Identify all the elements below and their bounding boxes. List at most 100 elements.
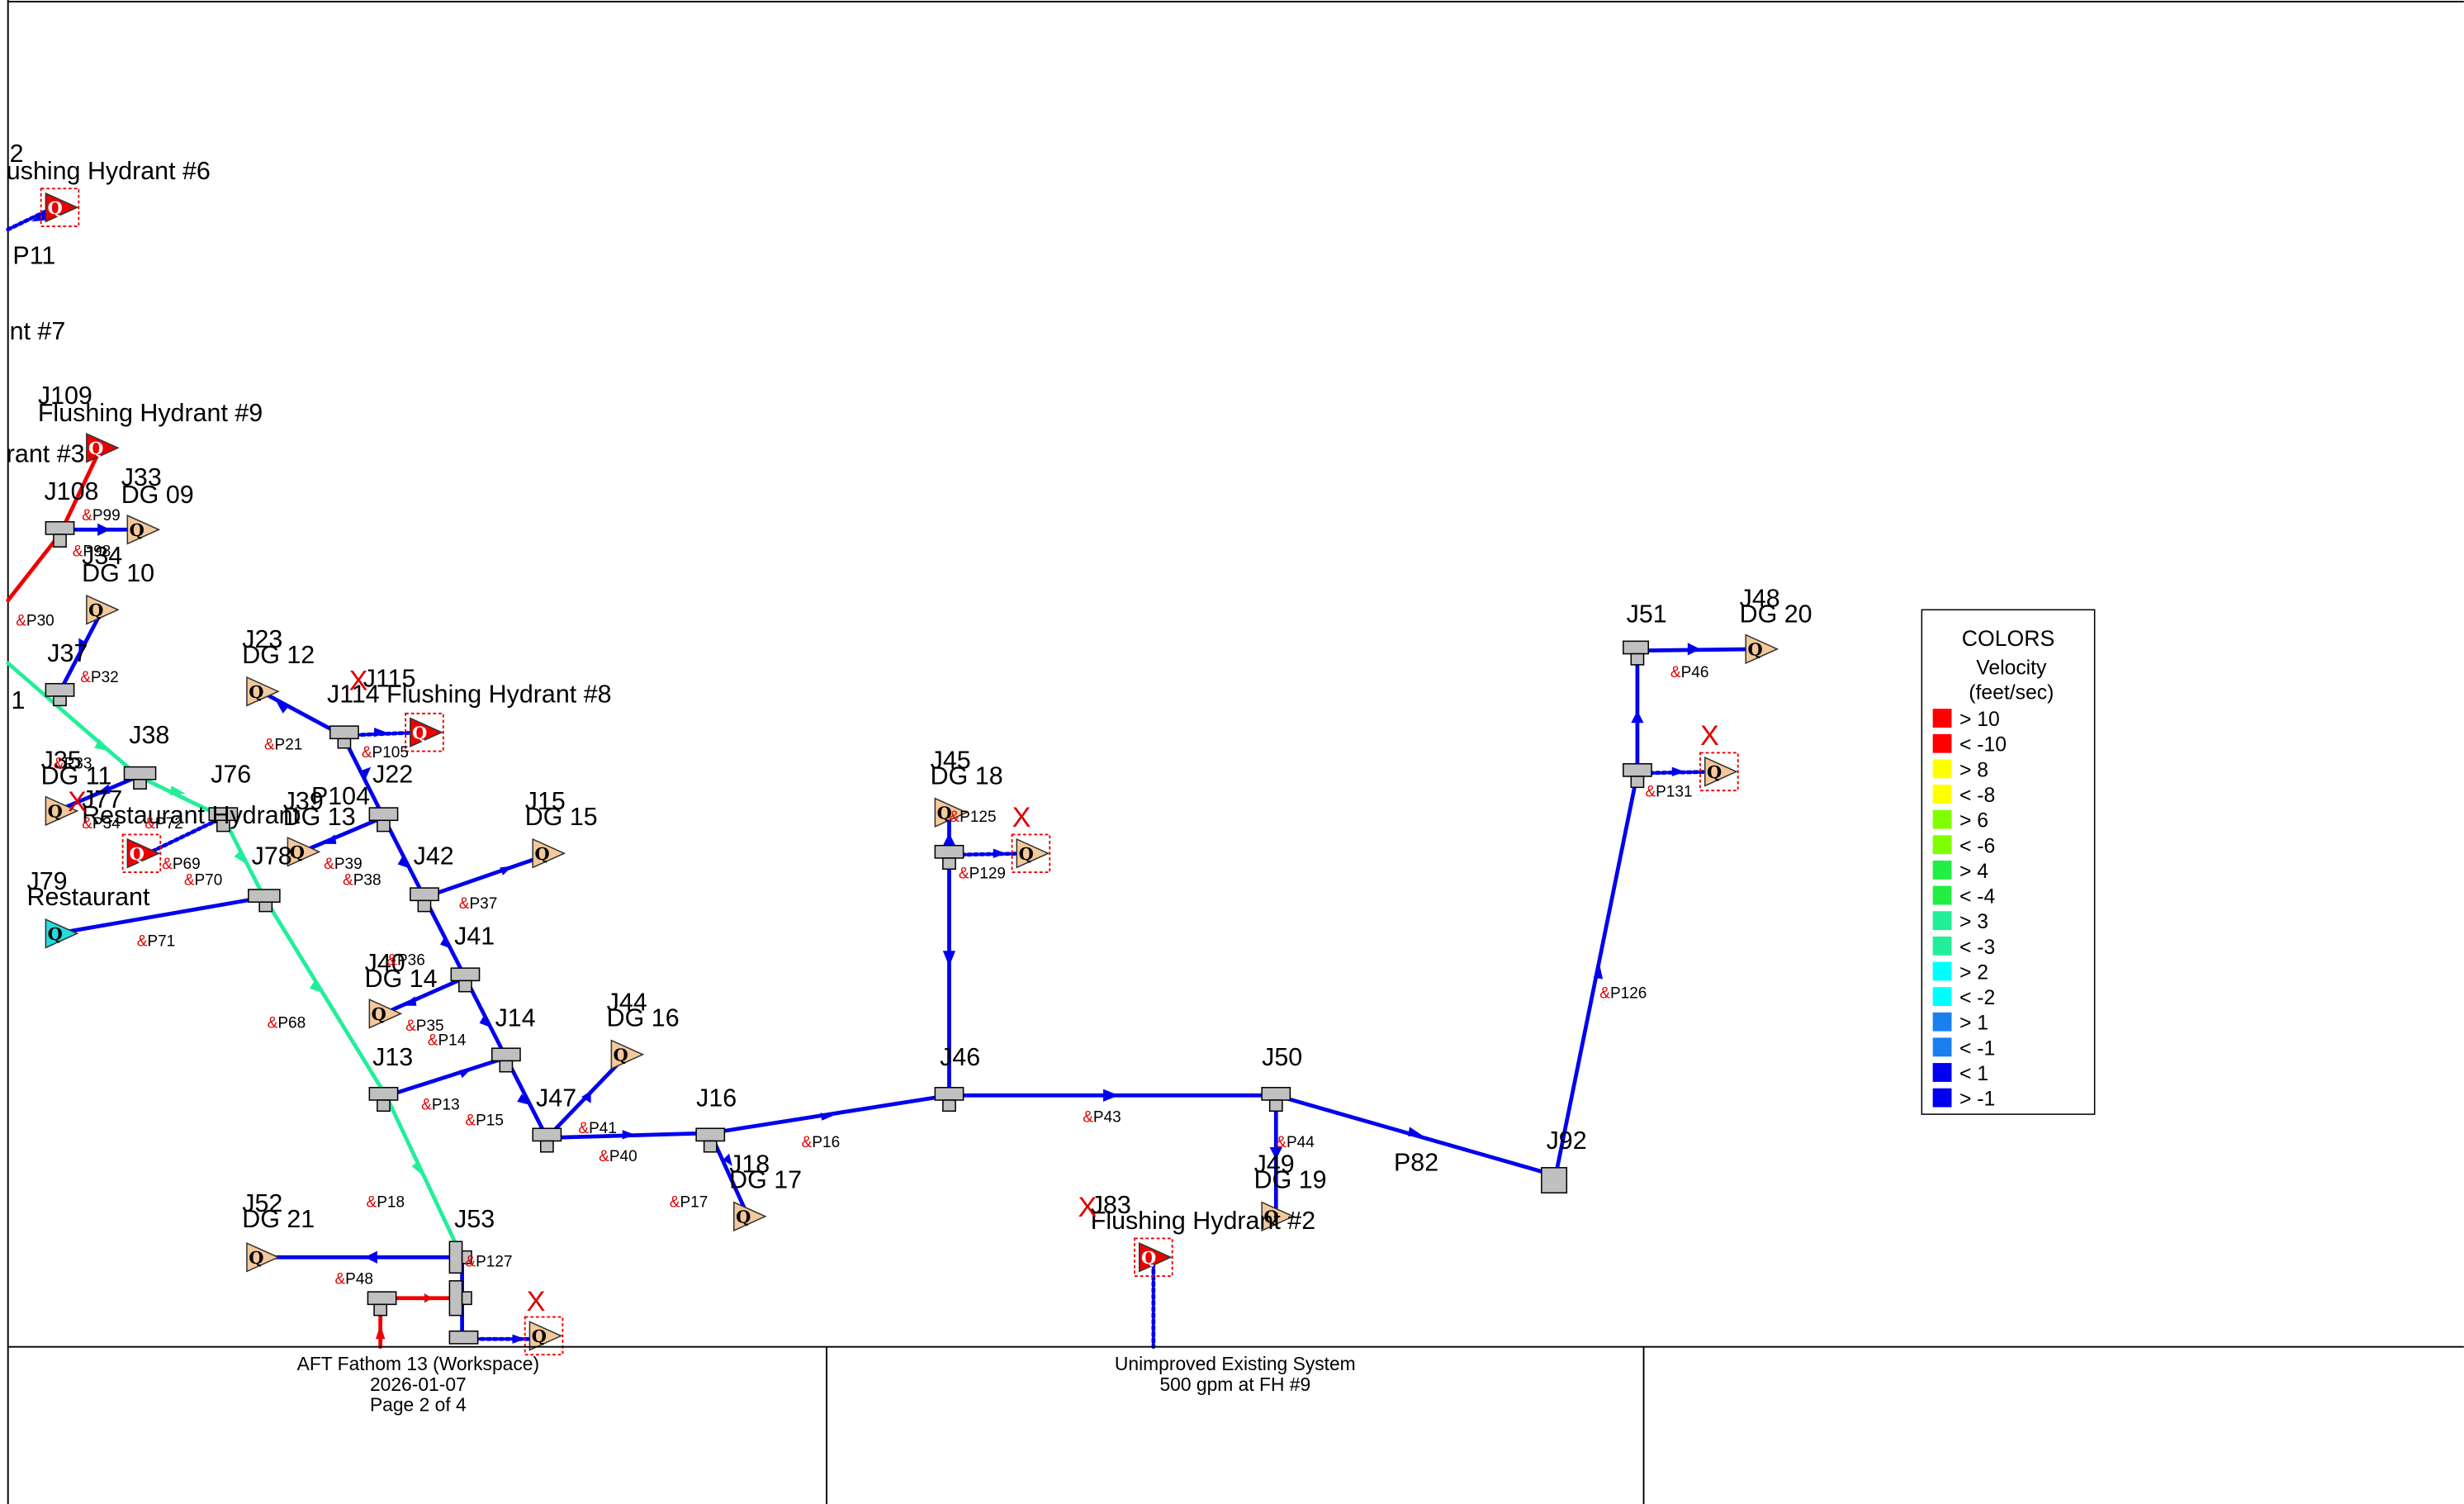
label-p18: &P18 xyxy=(367,1193,405,1211)
legend-item-label: > 8 xyxy=(1959,759,1988,781)
ampersand-marker: & xyxy=(1645,784,1656,801)
tank-j33-icon[interactable]: Q xyxy=(126,514,161,545)
tank-j45-icon[interactable]: Q xyxy=(934,797,969,828)
label-j49-2: DG 19 xyxy=(1254,1166,1327,1194)
tee-j-lower[interactable] xyxy=(448,1280,472,1317)
tank-j52-icon[interactable]: Q xyxy=(246,1241,280,1273)
tee-j-red[interactable] xyxy=(367,1291,397,1317)
pipe-p30[interactable] xyxy=(6,532,62,603)
pipe-p35[interactable] xyxy=(381,975,467,1016)
label-flushing-hydrant2: Flushing Hydrant #2 xyxy=(1091,1207,1315,1235)
tee-j38[interactable] xyxy=(123,766,157,790)
ampersand-marker: & xyxy=(1276,1134,1286,1151)
label-p21: &P21 xyxy=(264,737,303,754)
pipe-name: P131 xyxy=(1656,784,1692,801)
title-block-date: 2026-01-07 xyxy=(370,1374,467,1395)
tee-j131[interactable] xyxy=(1623,763,1652,789)
tank-j23-icon[interactable]: Q xyxy=(246,676,280,707)
tank-j131-hyd-icon[interactable]: Q xyxy=(1699,752,1739,792)
pipe-name: P127 xyxy=(476,1254,512,1271)
tank-j49-icon[interactable]: Q xyxy=(1261,1201,1296,1232)
tee-j14[interactable] xyxy=(491,1047,521,1073)
tee-j41[interactable] xyxy=(450,967,481,993)
tee-j16[interactable] xyxy=(695,1127,726,1153)
label-p69: &P69 xyxy=(162,856,201,873)
tank-j39-icon[interactable]: Q xyxy=(287,837,321,867)
pipe-p69[interactable] xyxy=(142,815,225,857)
q-letter: Q xyxy=(736,1206,751,1226)
ampersand-marker: & xyxy=(324,856,334,873)
label-p46: &P46 xyxy=(1670,664,1709,681)
label-p39: &P39 xyxy=(324,856,362,873)
hydrant-j77-icon[interactable]: Q xyxy=(121,833,162,874)
pipe-p21[interactable] xyxy=(258,689,345,738)
label-j40-2: DG 14 xyxy=(365,965,438,993)
tee-j22[interactable] xyxy=(368,807,399,833)
tee-j47[interactable] xyxy=(532,1127,562,1153)
pipe-name: P46 xyxy=(1681,664,1709,681)
ampersand-marker: & xyxy=(343,871,353,889)
pipe-name: P37 xyxy=(469,895,497,913)
hydrant-j109-icon[interactable]: Q xyxy=(86,433,120,463)
tee-j42[interactable] xyxy=(410,887,439,913)
pipe-name: P105 xyxy=(372,744,409,761)
tank-j48-icon[interactable]: Q xyxy=(1745,633,1779,665)
tee-j108[interactable] xyxy=(45,520,75,548)
hydrant-j2-icon[interactable]: Q xyxy=(40,187,80,227)
label-p36: &P36 xyxy=(386,951,425,969)
label-j49-1: J49 xyxy=(1254,1151,1295,1179)
q-letter: Q xyxy=(48,197,63,218)
tee-j46[interactable] xyxy=(934,1086,964,1113)
restaurant-j79-icon[interactable]: Q xyxy=(45,918,79,949)
tank-bottom-hyd-icon[interactable]: Q xyxy=(524,1316,564,1356)
label-p129: &P129 xyxy=(959,866,1006,883)
title-block: AFT Fathom 13 (Workspace) 2026-01-07 Pag… xyxy=(7,1345,2464,1504)
tee-j53[interactable] xyxy=(448,1241,472,1274)
pipe-p32[interactable] xyxy=(58,610,103,694)
q-letter: Q xyxy=(535,843,550,864)
tank-j18-icon[interactable]: Q xyxy=(733,1201,767,1232)
tee-j115[interactable] xyxy=(329,725,359,749)
label-j48-1: J48 xyxy=(1740,584,1780,612)
hydrant-j83-icon[interactable]: Q xyxy=(1134,1237,1173,1278)
hydrant-j114-icon[interactable]: Q xyxy=(405,712,444,752)
pipe-p16[interactable] xyxy=(708,1093,951,1136)
pipe-labels: P11 &P99&P98&P30&P32&P33&P34 &P72&P69&P70… xyxy=(12,242,1708,1288)
pipe-name: P18 xyxy=(377,1193,405,1211)
pipe-name: P48 xyxy=(345,1271,373,1288)
tee-j51[interactable] xyxy=(1623,640,1650,666)
tee-j92[interactable] xyxy=(1541,1167,1568,1194)
tank-j34-icon[interactable]: Q xyxy=(86,594,120,625)
tee-j13[interactable] xyxy=(368,1086,399,1113)
tank-j35-icon[interactable]: Q xyxy=(45,795,79,827)
legend-item-label: < -1 xyxy=(1959,1037,1995,1060)
label-j41: J41 xyxy=(454,923,495,951)
legend-swatch xyxy=(1932,1037,1952,1057)
tee-j78[interactable] xyxy=(248,889,281,913)
tee-j76[interactable] xyxy=(208,807,239,833)
tank-j44-icon[interactable]: Q xyxy=(610,1039,645,1070)
tee-j37[interactable] xyxy=(45,682,75,707)
legend-title: COLORS xyxy=(1962,626,2054,651)
tee-j45[interactable] xyxy=(934,844,964,871)
label-j2-1: 2 xyxy=(10,140,24,168)
ampersand-marker: & xyxy=(137,932,148,950)
tank-j40-icon[interactable]: Q xyxy=(368,999,403,1029)
ampersand-marker: & xyxy=(949,809,960,826)
pipe-p71[interactable] xyxy=(54,895,267,936)
label-j38: J38 xyxy=(129,721,169,749)
legend-item-label: > 4 xyxy=(1959,861,1988,883)
tank-j15-icon[interactable]: Q xyxy=(532,837,566,869)
tee-j50[interactable] xyxy=(1261,1086,1291,1113)
label-p43: &P43 xyxy=(1083,1109,1121,1127)
label-edge1: 1 xyxy=(12,686,26,714)
tee-j-bottom[interactable] xyxy=(448,1330,479,1345)
pipe-name: P125 xyxy=(960,809,996,826)
title-block-app: AFT Fathom 13 (Workspace) xyxy=(297,1353,539,1374)
pipe-p13[interactable] xyxy=(381,1056,509,1099)
pipe-p98[interactable] xyxy=(58,445,103,537)
pipe-p37[interactable] xyxy=(422,852,549,899)
pipe-p39[interactable] xyxy=(300,815,386,854)
label-j34-2: DG 10 xyxy=(82,559,154,587)
tank-j46-hyd-icon[interactable]: Q xyxy=(1011,833,1051,874)
